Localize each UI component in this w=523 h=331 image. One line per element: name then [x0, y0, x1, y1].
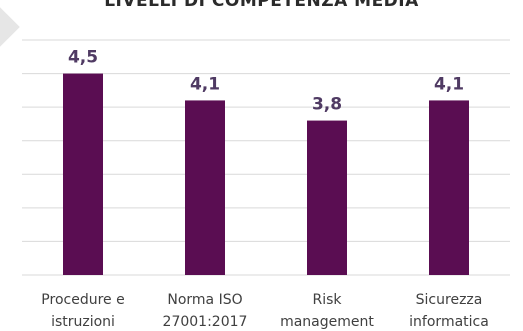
category-label: informatica: [409, 314, 489, 330]
category-label: management: [280, 314, 374, 330]
category-label: Procedure e: [41, 292, 124, 308]
bar: [185, 100, 225, 275]
bar: [307, 120, 347, 275]
category-label: Sicurezza: [416, 292, 483, 308]
bar: [429, 100, 469, 275]
category-label: Norma ISO: [167, 292, 242, 308]
bar-value-label: 4,5: [68, 48, 98, 68]
category-label: istruzioni: [51, 314, 115, 330]
chart-title: LIVELLI DI COMPETENZA MEDIA: [104, 0, 419, 11]
bar: [63, 73, 103, 275]
category-labels: Procedure e istruzioni Norma ISO 27001:2017…: [41, 292, 489, 330]
category-label: Risk: [312, 292, 342, 308]
bar-value-label: 4,1: [434, 74, 464, 94]
category-label: 27001:2017: [163, 314, 248, 330]
bar-value-label: 4,1: [190, 74, 220, 94]
gridlines: [22, 39, 510, 276]
bar-value-label: 3,8: [312, 95, 342, 115]
bars: [63, 73, 469, 275]
value-labels: 4,5 4,1 3,8 4,1: [68, 48, 464, 115]
